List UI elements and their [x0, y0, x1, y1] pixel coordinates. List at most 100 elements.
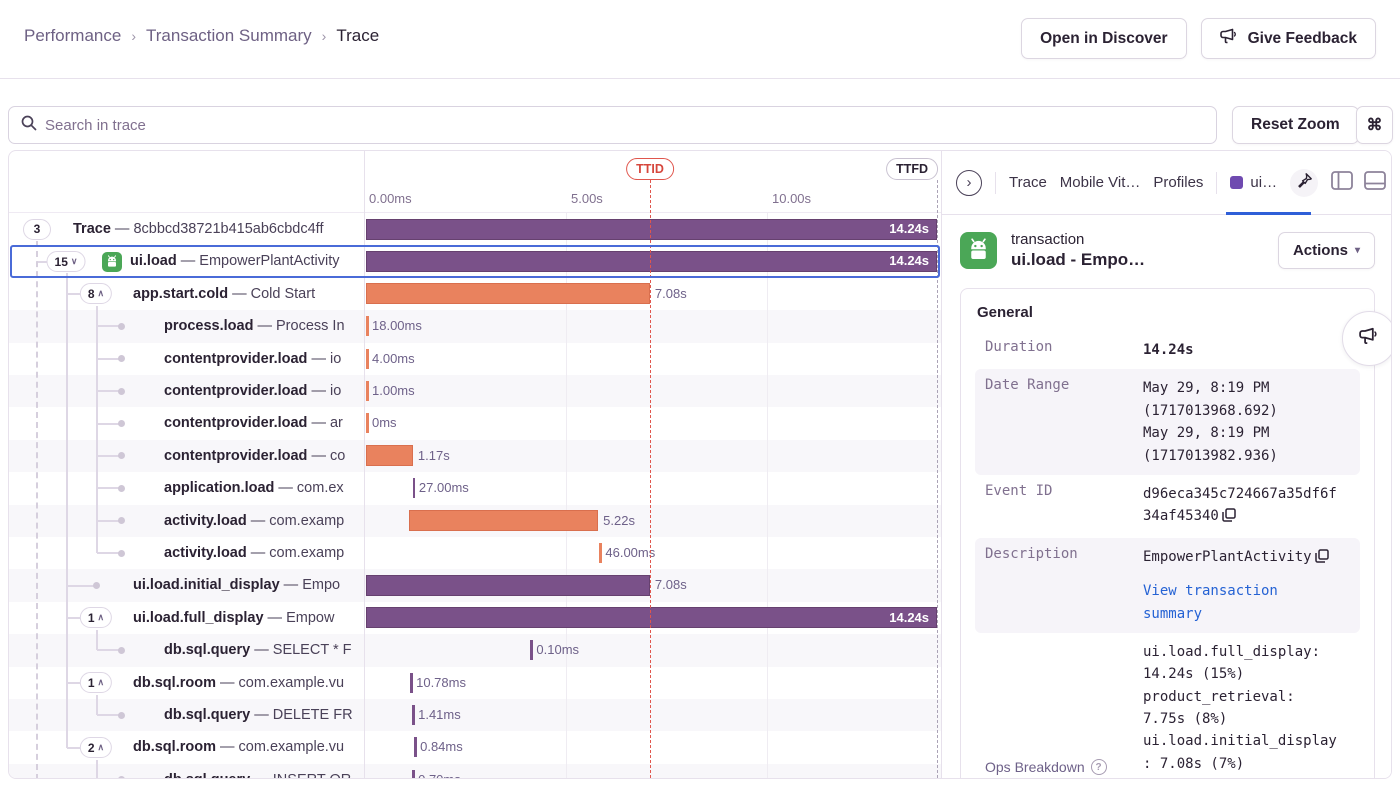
trace-tree-row[interactable]: 1 ∧ db.sql.room — com.example.vu 10.78ms — [9, 666, 941, 699]
span-tick[interactable] — [366, 381, 369, 401]
span-op-and-description: db.sql.query — INSERT OR — [164, 764, 364, 778]
give-feedback-button[interactable]: Give Feedback — [1200, 18, 1376, 59]
child-count: 3 — [33, 222, 41, 237]
tree-leaf-dot — [117, 646, 125, 654]
span-op: contentprovider.load — [164, 447, 308, 464]
span-tick[interactable] — [366, 413, 369, 434]
span-bar[interactable] — [366, 574, 650, 596]
trace-tree-row[interactable]: db.sql.query — DELETE FR 1.41ms — [9, 699, 941, 732]
span-tick[interactable] — [599, 543, 602, 563]
trace-tree-row[interactable]: ui.load.initial_display — Empo 7.08s — [9, 569, 941, 602]
ops-breakdown-value: ui.load.full_display: 14.24s (15%) produ… — [1143, 641, 1343, 775]
trace-tree-row[interactable]: db.sql.query — SELECT * F 0.10ms — [9, 634, 941, 667]
child-count: 1 — [87, 675, 95, 690]
child-count-badge[interactable]: 2 ∧ — [79, 737, 113, 759]
span-tick[interactable] — [412, 769, 415, 778]
trace-tree-row[interactable]: 2 ∧ db.sql.room — com.example.vu 0.84ms — [9, 731, 941, 764]
span-duration-label: 5.22s — [603, 512, 635, 528]
dock-bottom-icon[interactable] — [1364, 170, 1387, 195]
span-tick[interactable] — [414, 737, 417, 758]
span-description: — co — [307, 447, 346, 464]
trace-tree-row[interactable]: activity.load — com.examp 46.00ms — [9, 537, 941, 570]
ttfd-badge[interactable]: TTFD — [886, 158, 938, 180]
transaction-type-label: transaction — [1011, 231, 1085, 248]
span-bar[interactable] — [408, 510, 599, 532]
child-count: 8 — [87, 286, 95, 301]
child-count-badge[interactable]: 15 ∨ — [46, 251, 86, 273]
copy-icon[interactable] — [1314, 548, 1329, 570]
span-duration-label: 10.78ms — [416, 674, 466, 690]
child-count-badge[interactable]: 8 ∧ — [79, 283, 113, 305]
trace-tree-row[interactable]: contentprovider.load — co 1.17s — [9, 439, 941, 473]
tree-timeline-divider[interactable] — [364, 151, 365, 778]
span-op: ui.load — [130, 253, 177, 270]
trace-tree-row[interactable]: 8 ∧ app.start.cold — Cold Start 7.08s — [9, 277, 941, 311]
search-input[interactable] — [45, 116, 1204, 134]
collapse-panel-button[interactable]: › — [956, 169, 982, 196]
tab-profiles[interactable]: Profiles — [1153, 174, 1204, 191]
trace-tree-row[interactable]: activity.load — com.examp 5.22s — [9, 504, 941, 537]
span-op-and-description: ui.load.full_display — Empow — [133, 602, 364, 634]
child-count-badge[interactable]: 3 — [23, 218, 51, 240]
span-duration-label: 14.24s — [889, 253, 930, 269]
help-icon[interactable]: ? — [1090, 759, 1107, 776]
span-op-and-description: db.sql.query — SELECT * F — [164, 634, 364, 666]
chevron-up-icon: ∧ — [97, 612, 105, 623]
trace-tree-row[interactable]: 1 ∧ ui.load.full_display — Empow 14.24s — [9, 601, 941, 635]
tab-ui-load[interactable]: ui… — [1226, 151, 1312, 215]
trace-tree-row[interactable]: 3 Trace — 8cbbcd38721b415ab6cbdc4ff 14.24s — [9, 213, 941, 246]
search-icon — [21, 115, 37, 136]
floating-feedback-button[interactable] — [1342, 311, 1391, 366]
span-duration-label: 0ms — [372, 415, 397, 431]
tab-mobile-vitals[interactable]: Mobile Vit… — [1059, 174, 1141, 191]
tree-guide-line — [96, 306, 98, 553]
breadcrumb-transaction-summary[interactable]: Transaction Summary — [146, 26, 312, 45]
trace-search[interactable] — [8, 106, 1217, 144]
trace-tree-row[interactable]: contentprovider.load — ar 0ms — [9, 407, 941, 440]
trace-tree-row[interactable]: process.load — Process In 18.00ms — [9, 310, 941, 343]
span-op-and-description: db.sql.room — com.example.vu — [133, 731, 364, 763]
child-count: 1 — [87, 610, 95, 625]
trace-tree-row[interactable]: 15 ∨ ui.load — EmpowerPlantActivity 14.24s — [9, 245, 941, 278]
trace-tree-row[interactable]: contentprovider.load — io 1.00ms — [9, 375, 941, 408]
tab-trace[interactable]: Trace — [1009, 174, 1047, 191]
pin-icon — [1296, 172, 1313, 194]
open-in-discover-button[interactable]: Open in Discover — [1021, 18, 1187, 59]
span-bar[interactable] — [366, 218, 938, 240]
span-description: — SELECT * F — [250, 642, 352, 659]
chevron-down-icon: ▾ — [1354, 245, 1360, 256]
span-bar[interactable] — [366, 250, 938, 272]
reset-zoom-button[interactable]: Reset Zoom — [1232, 106, 1359, 144]
span-tick[interactable] — [366, 316, 369, 337]
copy-icon[interactable] — [1222, 507, 1236, 529]
span-bar[interactable] — [366, 607, 938, 629]
span-tick[interactable] — [412, 478, 416, 499]
trace-drawer: › Trace Mobile Vit… Profiles ui… — [941, 151, 1391, 778]
child-count-badge[interactable]: 1 ∧ — [79, 672, 113, 694]
dock-left-icon[interactable] — [1331, 170, 1354, 195]
span-bar[interactable] — [366, 283, 650, 305]
trace-tree-row[interactable]: application.load — com.ex 27.00ms — [9, 472, 941, 505]
pin-tab-button[interactable] — [1290, 168, 1319, 197]
view-transaction-summary-link[interactable]: View transaction summary — [1143, 583, 1278, 622]
tree-connector — [37, 260, 56, 263]
breadcrumb-performance[interactable]: Performance — [24, 26, 122, 45]
span-tick[interactable] — [530, 640, 533, 661]
trace-tree-row[interactable]: db.sql.query — INSERT OR 0.70ms — [9, 763, 941, 778]
ttid-badge[interactable]: TTID — [626, 158, 674, 180]
actions-button[interactable]: Actions ▾ — [1277, 232, 1375, 269]
span-description: — com.ex — [274, 480, 344, 497]
span-op: db.sql.room — [133, 674, 216, 691]
span-op-and-description: contentprovider.load — ar — [164, 407, 364, 439]
tree-guide-line — [36, 241, 38, 778]
child-count-badge[interactable]: 1 ∧ — [79, 607, 113, 629]
breadcrumb-separator: › — [131, 28, 136, 44]
shortcut-button[interactable]: ⌘ — [1356, 106, 1393, 144]
span-tick[interactable] — [412, 705, 415, 725]
gridline-10s — [767, 213, 768, 778]
trace-tree-row[interactable]: contentprovider.load — io 4.00ms — [9, 342, 941, 375]
span-bar[interactable] — [366, 445, 413, 467]
general-card: General Duration 14.24s Date Range May 2… — [960, 288, 1375, 778]
span-tick[interactable] — [366, 348, 369, 369]
span-tick[interactable] — [410, 672, 413, 693]
